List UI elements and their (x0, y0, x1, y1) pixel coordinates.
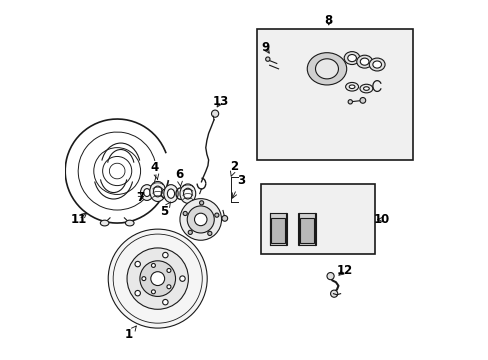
Ellipse shape (163, 185, 178, 203)
Text: 5: 5 (160, 202, 170, 218)
Circle shape (265, 57, 269, 61)
Circle shape (326, 273, 333, 280)
Ellipse shape (356, 55, 372, 68)
Circle shape (194, 213, 206, 226)
Circle shape (108, 229, 207, 328)
Ellipse shape (315, 59, 338, 79)
Circle shape (135, 261, 140, 267)
Circle shape (222, 216, 227, 221)
Circle shape (183, 211, 187, 216)
Text: 13: 13 (212, 95, 228, 108)
Text: 2: 2 (230, 160, 238, 176)
Ellipse shape (347, 54, 356, 62)
Ellipse shape (183, 188, 192, 199)
Polygon shape (284, 87, 306, 102)
Circle shape (180, 276, 185, 281)
Ellipse shape (143, 189, 150, 197)
Text: 8: 8 (324, 14, 332, 27)
Ellipse shape (359, 84, 372, 93)
Ellipse shape (140, 185, 153, 201)
Circle shape (187, 206, 214, 233)
Circle shape (166, 285, 171, 289)
Bar (300, 219, 313, 243)
Polygon shape (283, 71, 308, 89)
Circle shape (135, 291, 140, 296)
Ellipse shape (368, 58, 384, 71)
Ellipse shape (149, 181, 165, 202)
Ellipse shape (100, 220, 109, 226)
Circle shape (140, 261, 175, 296)
Ellipse shape (348, 85, 354, 89)
Ellipse shape (360, 58, 368, 65)
Circle shape (214, 213, 219, 217)
Ellipse shape (167, 189, 174, 198)
Ellipse shape (180, 184, 195, 203)
Bar (257, 30, 412, 160)
Text: 4: 4 (150, 161, 159, 180)
Bar (271, 219, 285, 243)
Circle shape (151, 264, 155, 267)
Ellipse shape (372, 61, 381, 68)
Circle shape (180, 199, 221, 240)
Circle shape (127, 248, 188, 309)
Ellipse shape (345, 82, 358, 91)
Ellipse shape (125, 220, 134, 226)
Text: 3: 3 (232, 174, 244, 198)
Bar (298, 213, 315, 245)
Text: 12: 12 (336, 264, 352, 277)
Text: 10: 10 (373, 213, 389, 226)
Ellipse shape (153, 186, 162, 197)
Text: 9: 9 (261, 41, 269, 54)
Circle shape (330, 290, 337, 297)
Circle shape (207, 231, 211, 235)
Circle shape (150, 272, 164, 285)
Text: 7: 7 (136, 192, 144, 204)
Circle shape (347, 100, 352, 104)
Circle shape (163, 300, 168, 305)
Bar (269, 213, 286, 245)
Ellipse shape (344, 51, 359, 64)
Circle shape (151, 290, 155, 294)
Circle shape (166, 269, 171, 273)
Circle shape (142, 276, 145, 280)
Ellipse shape (306, 53, 346, 85)
Circle shape (359, 98, 365, 103)
Circle shape (199, 201, 203, 205)
Circle shape (188, 230, 192, 234)
Ellipse shape (363, 87, 368, 90)
Circle shape (211, 110, 218, 117)
Bar (260, 184, 375, 253)
Text: 1: 1 (125, 326, 136, 341)
Text: 6: 6 (175, 168, 183, 187)
Circle shape (163, 252, 168, 258)
Text: 11: 11 (71, 213, 87, 226)
